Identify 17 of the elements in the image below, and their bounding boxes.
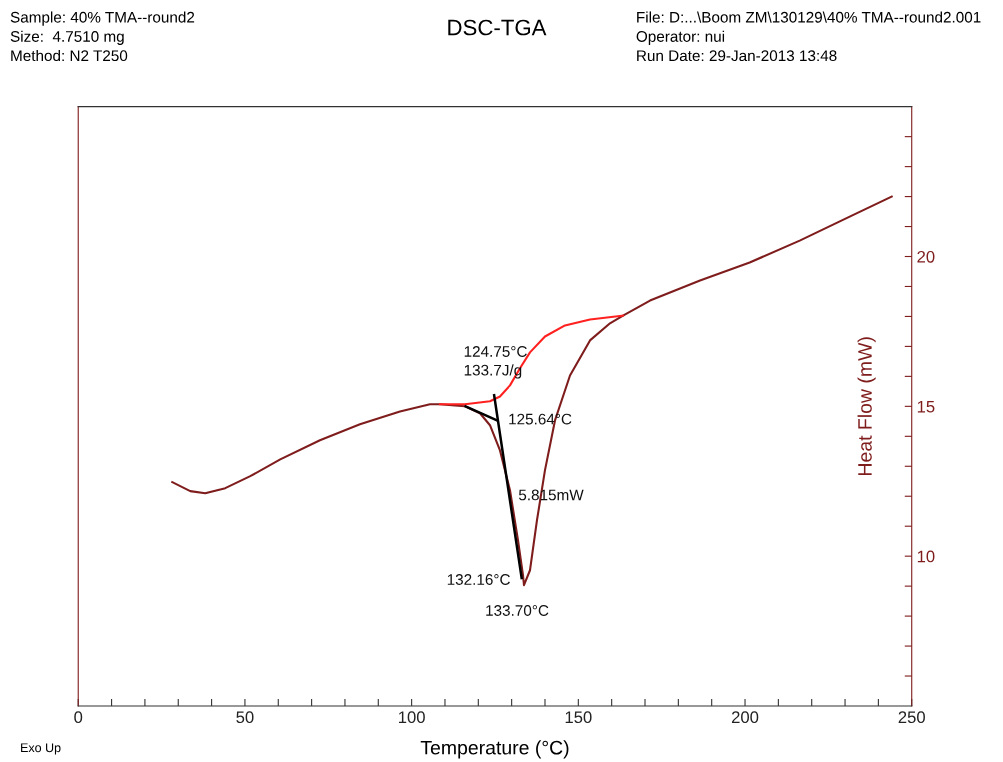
chart-title: DSC-TGA bbox=[448, 19, 547, 36]
x-tick-label: 150 bbox=[565, 711, 592, 724]
text: Exo Up bbox=[21, 743, 61, 755]
x-tick-label: 0 bbox=[74, 711, 83, 724]
text: Sample: 40% TMA--round2 Size: 4.7510 mg Method: N2 T250 bbox=[10, 11, 195, 62]
x-axis-title: Temperature (°C) bbox=[420, 740, 569, 759]
annotation: 132.16°C bbox=[447, 574, 510, 585]
annotation: 133.70°C bbox=[486, 605, 549, 616]
x-tick-label: 250 bbox=[898, 711, 925, 724]
y-tick-label: 15 bbox=[917, 400, 935, 413]
x-tick-label: 50 bbox=[236, 711, 254, 724]
text: File: D:...\Boom ZM\130129\40% TMA--round2.001 Operator: nui Run Date: 29-Jan-2013 13:48 bbox=[636, 11, 981, 62]
y-tick-label: 10 bbox=[917, 550, 935, 563]
y-tick-label: 20 bbox=[917, 250, 935, 263]
y-axis-title: Heat Flow (mW) bbox=[857, 337, 876, 475]
x-tick-label: 200 bbox=[731, 711, 759, 724]
x-tick-label: 100 bbox=[399, 711, 425, 724]
